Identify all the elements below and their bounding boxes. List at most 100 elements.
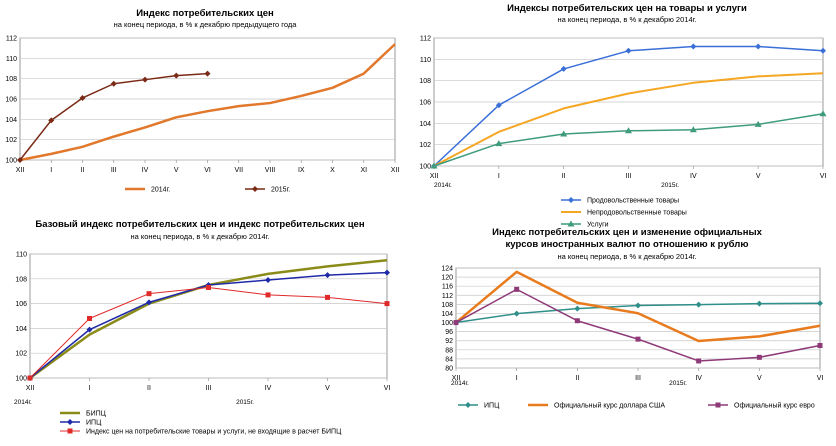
data-point [17, 157, 23, 163]
data-point [86, 326, 93, 333]
y-tick-label: 100 [419, 164, 431, 171]
data-point [625, 127, 632, 134]
data-point [514, 286, 520, 292]
legend-item: 2015г. [245, 186, 290, 194]
data-point [495, 140, 503, 147]
data-point [110, 80, 117, 87]
data-point [142, 76, 148, 83]
data-point [635, 336, 641, 342]
plot-area [29, 253, 388, 379]
y-tick-label: 112 [6, 36, 17, 43]
x-tick-label: VI [820, 173, 827, 180]
x-tick-label: V [756, 173, 761, 180]
data-point [324, 272, 331, 279]
data-point [252, 186, 258, 192]
legend: Продовольственные товары Непродовольствен… [561, 197, 687, 229]
series-индекс-цен-на-потребительские-товары-и-услуги,-не-входящие-в-расчет-бипц [27, 284, 390, 381]
data-point [756, 300, 763, 307]
data-point [495, 102, 502, 109]
x-tick-label: VI [817, 375, 824, 382]
data-point [568, 197, 574, 203]
y-tick-label: 108 [15, 276, 27, 283]
data-point [560, 130, 568, 137]
x-tick-label: II [575, 375, 579, 382]
series-line [433, 72, 824, 167]
series-line [19, 43, 396, 162]
legend-item: Официальный курс доллара США [528, 402, 665, 410]
series-услуги [430, 110, 827, 169]
legend-label: Официальный курс доллара США [554, 402, 665, 410]
series-line [29, 286, 388, 379]
x-tick-label: III [206, 385, 212, 392]
x-tick-label: XII [452, 375, 461, 382]
legend: 2014г. 2015г. [125, 186, 290, 194]
series-ипц [453, 300, 823, 326]
data-point [265, 292, 271, 298]
x-tick-label: IV [690, 173, 697, 180]
data-point [67, 419, 73, 425]
chart-title: Индексы потребительских цен на товары и … [507, 3, 747, 14]
y-tick-label: 112 [420, 36, 431, 43]
x-tick-label: VII [234, 167, 243, 174]
x-tick-label: II [147, 385, 151, 392]
x-tick-label: III [626, 173, 632, 180]
y-tick-label: 110 [420, 57, 431, 64]
data-point [560, 65, 567, 72]
legend-item: Продовольственные товары [561, 197, 679, 205]
data-point [204, 70, 211, 77]
legend-item: Непродовольственные товары [561, 210, 687, 217]
legend-label: Непродовольственные товары [587, 210, 687, 217]
legend-label: Услуги [587, 222, 609, 229]
x-tick-label: IV [265, 385, 272, 392]
y-tick-label: 102 [419, 142, 431, 149]
y-tick-label: 120 [441, 275, 453, 282]
legend-item: Индекс цен на потребительские товары и у… [60, 428, 342, 436]
year-label: 2015г. [661, 182, 679, 189]
x-tick-label: VI [384, 385, 391, 392]
legend-item: БИПЦ [60, 411, 107, 418]
data-point [820, 47, 826, 54]
series-2015г. [17, 70, 211, 163]
legend-label: ИПЦ [484, 403, 500, 410]
legend-item: Услуги [561, 220, 609, 229]
data-point [756, 354, 762, 360]
series-официальный-курс-евро [453, 286, 823, 364]
y-tick-label: 106 [15, 301, 27, 308]
x-tick-label: II [562, 173, 566, 180]
x-tick-label: I [50, 167, 52, 174]
chart-title: Индекс потребительских цен [136, 8, 274, 19]
x-tick-label: V [325, 385, 330, 392]
legend-label: Индекс цен на потребительские товары и у… [86, 428, 342, 436]
series-бипц [29, 258, 388, 380]
legend-label: 2015г. [271, 187, 290, 194]
data-point [146, 291, 152, 297]
x-tick-label: XI [360, 167, 367, 174]
legend-item: ИПЦ [458, 402, 500, 410]
data-point [430, 162, 438, 169]
y-tick-label: 108 [441, 302, 453, 309]
chart-subtitle: на конец периода, в % к декабрю 2014г. [557, 15, 697, 24]
data-point [689, 126, 697, 133]
data-point [574, 318, 580, 324]
y-tick-label: 106 [5, 97, 17, 104]
y-tick-label: 102 [5, 137, 17, 144]
series-line [29, 258, 388, 380]
x-tick-label: IV [695, 375, 702, 382]
chart-goods-services: Индексы потребительских цен на товары и … [418, 0, 836, 229]
data-point [48, 117, 55, 124]
data-point [690, 43, 697, 50]
series-официальный-курс-доллара-сша [455, 270, 821, 343]
data-point [206, 284, 211, 290]
x-tick-label: III [111, 167, 117, 174]
x-tick-label: VI [204, 167, 211, 174]
data-point [513, 310, 520, 317]
data-point [146, 299, 152, 306]
x-tick-label: II [81, 167, 85, 174]
data-point [715, 402, 721, 408]
series-2014г. [19, 43, 396, 162]
data-point [625, 47, 632, 54]
x-tick-label: XII [391, 167, 400, 174]
chart-core-cpi: Базовый индекс потребительских цен и инд… [0, 214, 400, 446]
y-tick-label: 88 [445, 347, 453, 354]
